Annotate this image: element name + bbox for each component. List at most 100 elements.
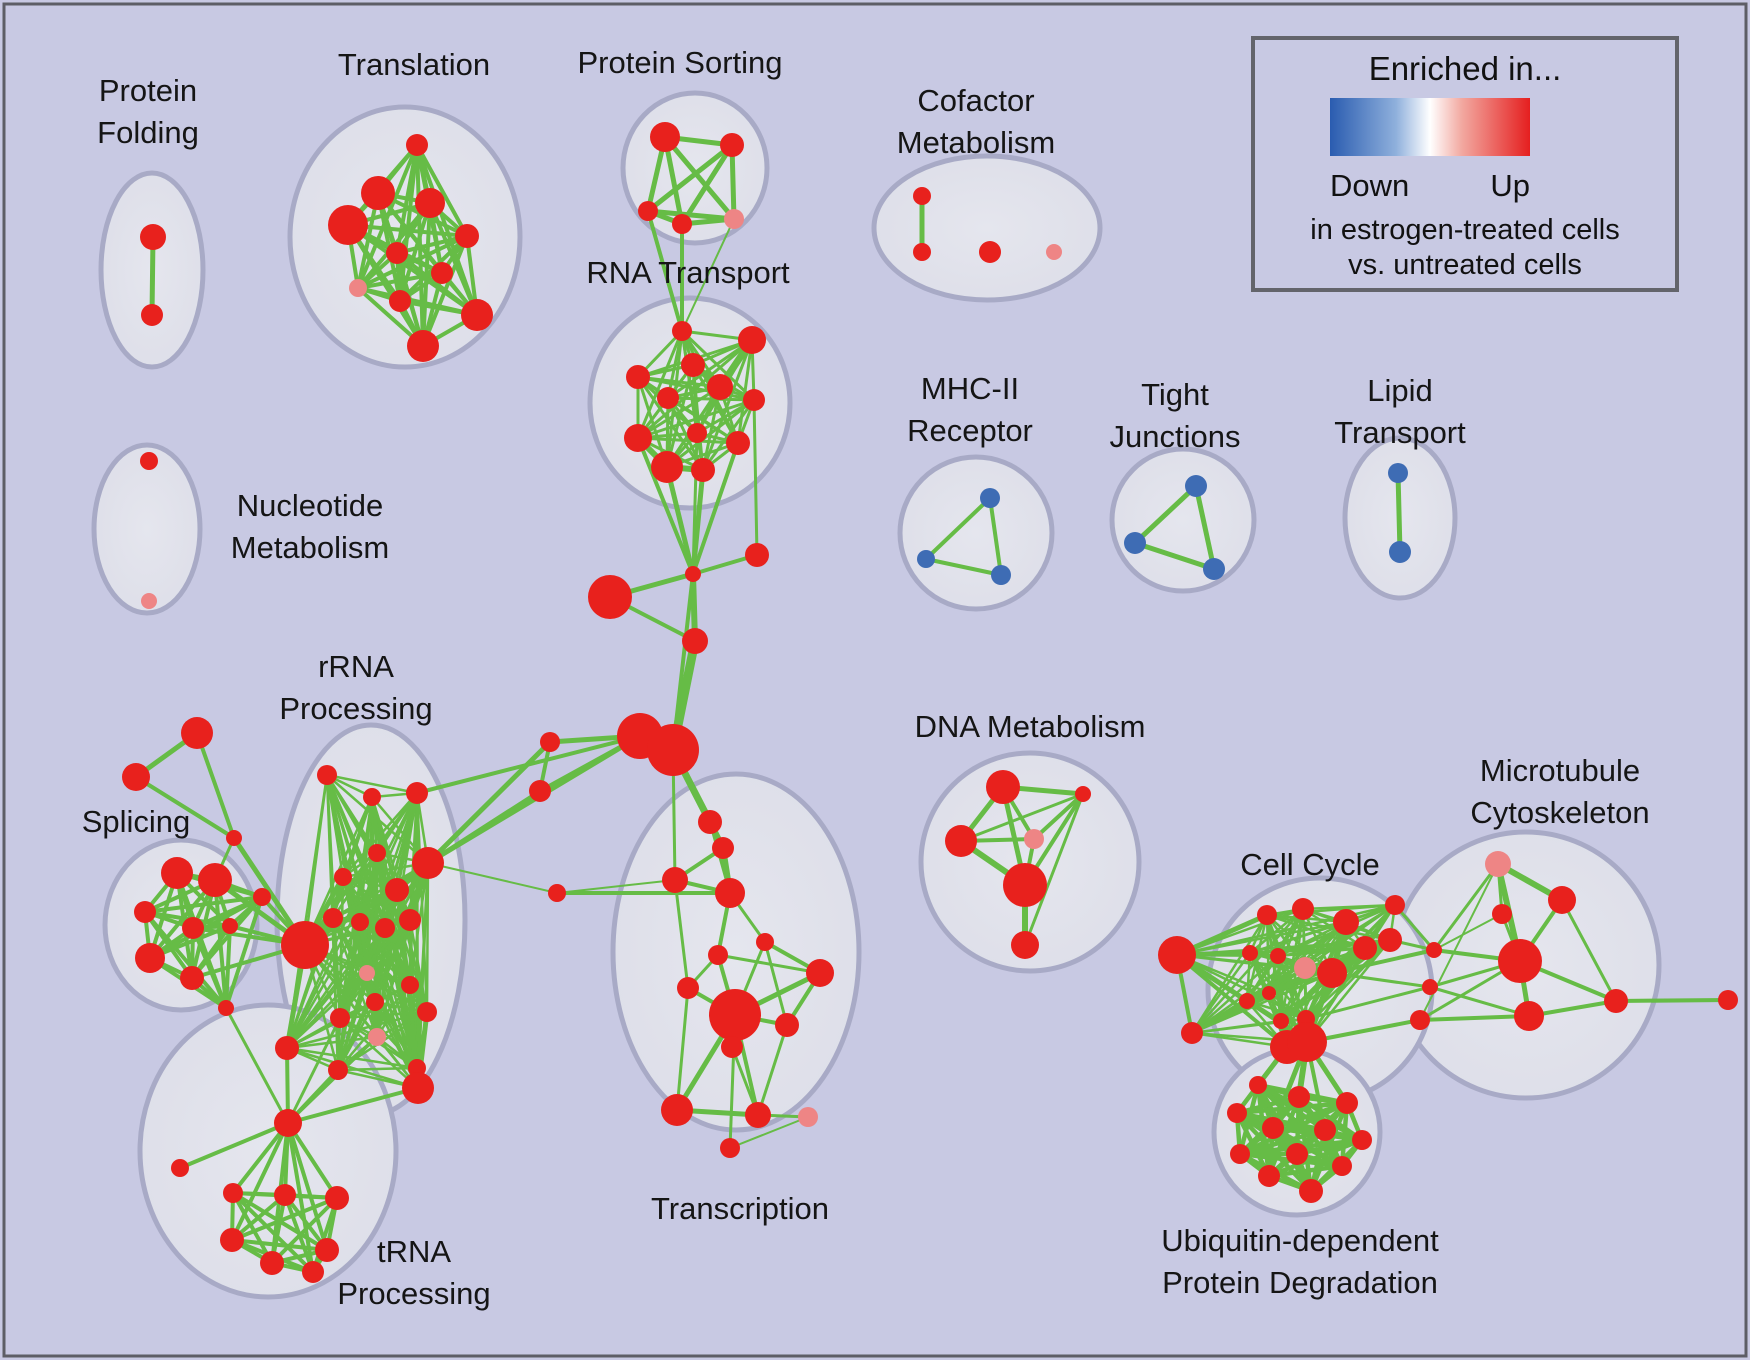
node-tnh[interactable] bbox=[274, 1109, 302, 1137]
node-tn4[interactable] bbox=[220, 1228, 244, 1252]
node-cc10[interactable] bbox=[1317, 958, 1347, 988]
node-trb[interactable] bbox=[122, 763, 150, 791]
node-cc12[interactable] bbox=[1262, 986, 1276, 1000]
node-ps3[interactable] bbox=[638, 201, 658, 221]
node-tl8[interactable] bbox=[349, 279, 367, 297]
node-mh3[interactable] bbox=[991, 565, 1011, 585]
node-tj1[interactable] bbox=[1185, 475, 1207, 497]
node-ub12[interactable] bbox=[1299, 1179, 1323, 1203]
node-t8[interactable] bbox=[806, 959, 834, 987]
node-sp1[interactable] bbox=[161, 857, 193, 889]
node-tl11[interactable] bbox=[407, 330, 439, 362]
node-d6[interactable] bbox=[1011, 931, 1039, 959]
node-rr18[interactable] bbox=[401, 976, 419, 994]
node-cc16[interactable] bbox=[1287, 1022, 1327, 1062]
node-ub6[interactable] bbox=[1314, 1119, 1336, 1141]
node-d4[interactable] bbox=[1024, 829, 1044, 849]
node-rr3[interactable] bbox=[406, 782, 428, 804]
node-t3[interactable] bbox=[662, 867, 688, 893]
node-s2[interactable] bbox=[529, 780, 551, 802]
node-nm1[interactable] bbox=[140, 452, 158, 470]
node-cc9[interactable] bbox=[1294, 957, 1316, 979]
node-ub11[interactable] bbox=[1258, 1165, 1280, 1187]
node-mh1[interactable] bbox=[980, 488, 1000, 508]
node-trc[interactable] bbox=[226, 830, 242, 846]
node-rr19[interactable] bbox=[328, 1060, 348, 1080]
node-cn1[interactable] bbox=[1426, 942, 1442, 958]
node-rt9[interactable] bbox=[624, 424, 652, 452]
node-tra[interactable] bbox=[181, 717, 213, 749]
node-rt8[interactable] bbox=[687, 423, 707, 443]
node-j4[interactable] bbox=[682, 628, 708, 654]
node-ub8[interactable] bbox=[1230, 1144, 1250, 1164]
node-tj2[interactable] bbox=[1124, 532, 1146, 554]
node-cc6[interactable] bbox=[1353, 936, 1377, 960]
node-rr11[interactable] bbox=[399, 909, 421, 931]
node-d1[interactable] bbox=[986, 770, 1020, 804]
node-rt11[interactable] bbox=[651, 451, 683, 483]
node-ps4[interactable] bbox=[672, 214, 692, 234]
node-rr2[interactable] bbox=[363, 788, 381, 806]
node-tl6[interactable] bbox=[386, 242, 408, 264]
node-sp2[interactable] bbox=[198, 863, 232, 897]
node-mt7[interactable] bbox=[1718, 990, 1738, 1010]
node-d5[interactable] bbox=[1003, 863, 1047, 907]
node-tl4[interactable] bbox=[328, 205, 368, 245]
node-sp7[interactable] bbox=[180, 966, 204, 990]
node-lp2[interactable] bbox=[1389, 541, 1411, 563]
node-ps5[interactable] bbox=[724, 209, 744, 229]
node-rr13[interactable] bbox=[359, 965, 375, 981]
node-pf2[interactable] bbox=[141, 304, 163, 326]
node-mt5[interactable] bbox=[1514, 1001, 1544, 1031]
node-sp5[interactable] bbox=[222, 918, 238, 934]
node-rr10[interactable] bbox=[375, 918, 395, 938]
node-rr5[interactable] bbox=[334, 868, 352, 886]
node-cc5[interactable] bbox=[1333, 909, 1359, 935]
node-j2[interactable] bbox=[745, 543, 769, 567]
node-t1[interactable] bbox=[698, 810, 722, 834]
node-sp8[interactable] bbox=[218, 1000, 234, 1016]
node-t2[interactable] bbox=[712, 837, 734, 859]
node-tl9[interactable] bbox=[389, 290, 411, 312]
node-tn6[interactable] bbox=[260, 1251, 284, 1275]
node-cc17[interactable] bbox=[1378, 928, 1402, 952]
node-rr7[interactable] bbox=[385, 878, 409, 902]
node-rt12[interactable] bbox=[691, 458, 715, 482]
node-cf1[interactable] bbox=[913, 187, 931, 205]
node-t7[interactable] bbox=[677, 977, 699, 999]
node-mt1[interactable] bbox=[1485, 851, 1511, 877]
node-t9[interactable] bbox=[709, 989, 761, 1041]
node-rt4[interactable] bbox=[626, 365, 650, 389]
node-rr6[interactable] bbox=[412, 847, 444, 879]
node-cc4[interactable] bbox=[1292, 898, 1314, 920]
node-cf3[interactable] bbox=[979, 241, 1001, 263]
node-lp1[interactable] bbox=[1388, 463, 1408, 483]
node-cf4[interactable] bbox=[1046, 244, 1062, 260]
node-rr9[interactable] bbox=[351, 913, 369, 931]
node-rr21[interactable] bbox=[402, 1072, 434, 1104]
node-t10[interactable] bbox=[775, 1013, 799, 1037]
node-tj3[interactable] bbox=[1203, 558, 1225, 580]
node-t6[interactable] bbox=[708, 945, 728, 965]
node-hub2[interactable] bbox=[647, 724, 699, 776]
node-t4[interactable] bbox=[715, 878, 745, 908]
node-rr1[interactable] bbox=[317, 765, 337, 785]
node-rr17[interactable] bbox=[368, 1028, 386, 1046]
node-ub10[interactable] bbox=[1332, 1156, 1352, 1176]
node-rr4[interactable] bbox=[368, 844, 386, 862]
node-rr14[interactable] bbox=[330, 1008, 350, 1028]
node-j3[interactable] bbox=[588, 575, 632, 619]
node-sp6[interactable] bbox=[135, 943, 165, 973]
node-rt10[interactable] bbox=[726, 431, 750, 455]
node-cc3[interactable] bbox=[1257, 905, 1277, 925]
node-nm2[interactable] bbox=[141, 593, 157, 609]
node-mt3[interactable] bbox=[1492, 904, 1512, 924]
node-t11[interactable] bbox=[721, 1036, 743, 1058]
node-mh2[interactable] bbox=[917, 550, 935, 568]
node-tl3[interactable] bbox=[415, 188, 445, 218]
node-cc7[interactable] bbox=[1242, 945, 1258, 961]
node-ps1[interactable] bbox=[650, 122, 680, 152]
node-tn7[interactable] bbox=[302, 1261, 324, 1283]
node-s1[interactable] bbox=[540, 732, 560, 752]
node-rr8[interactable] bbox=[323, 908, 343, 928]
